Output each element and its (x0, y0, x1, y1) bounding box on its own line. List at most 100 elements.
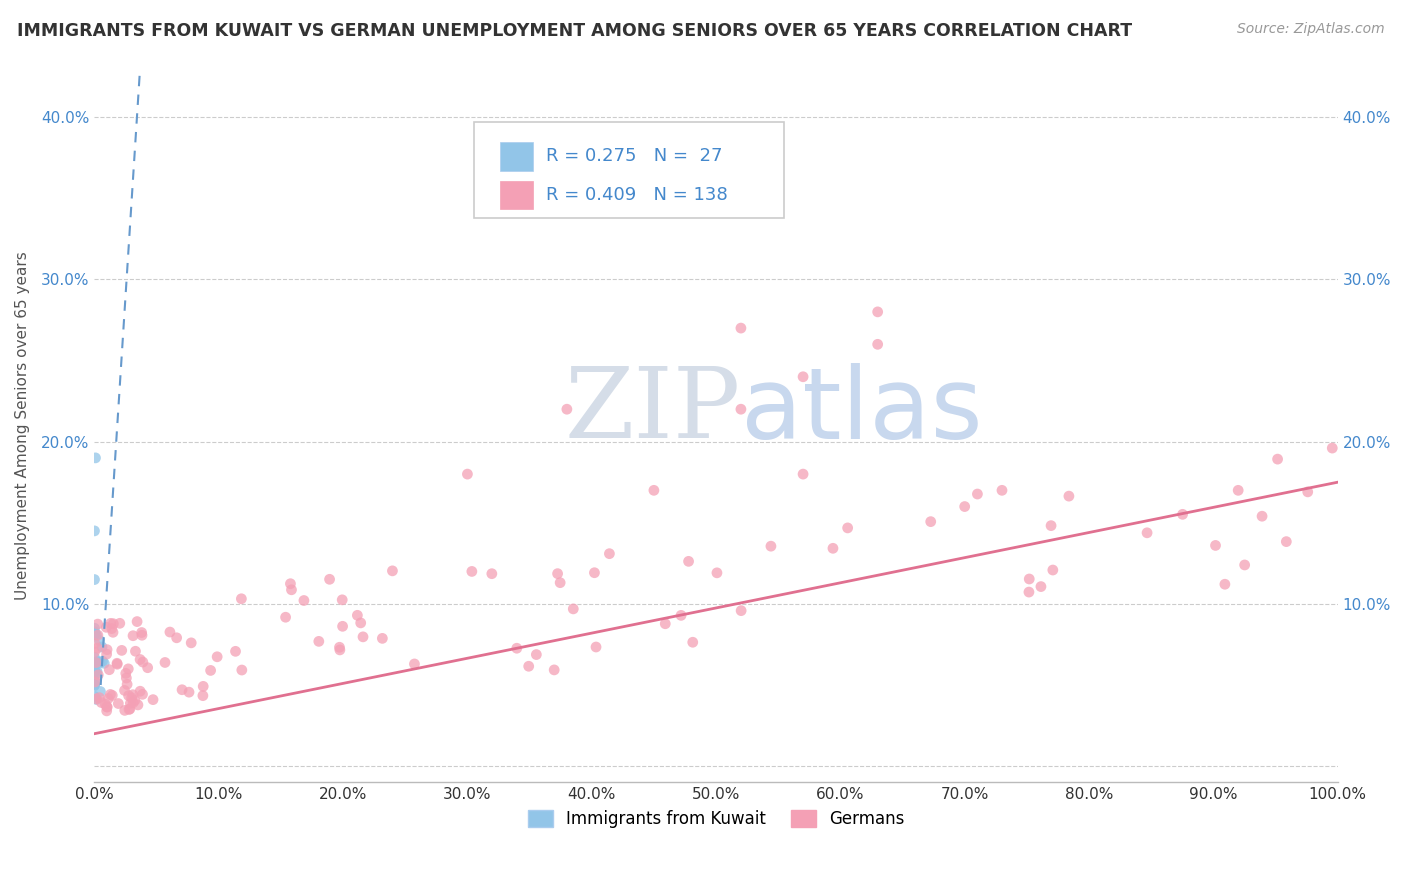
Point (86, 617, 108, 632)
Point (96, 647, 118, 661)
Text: R = 0.275   N =  27: R = 0.275 N = 27 (546, 147, 723, 165)
Point (121, 690, 143, 705)
Point (481, 566, 503, 581)
Point (1136, 525, 1159, 540)
Point (83, 656, 105, 670)
Point (127, 698, 149, 712)
Point (1018, 585, 1040, 599)
Point (87, 668, 110, 682)
Point (1322, 441, 1344, 455)
Point (83, 650, 105, 665)
Point (837, 521, 859, 535)
Point (200, 664, 222, 678)
Point (953, 500, 976, 514)
Point (328, 640, 350, 655)
Point (124, 644, 146, 658)
Point (132, 655, 155, 669)
Point (83, 645, 105, 659)
Point (89, 656, 111, 670)
Point (585, 640, 607, 654)
Point (332, 619, 354, 633)
Point (86, 641, 108, 656)
Point (100, 622, 122, 636)
Point (292, 593, 315, 607)
Point (108, 616, 131, 631)
Point (105, 657, 128, 671)
Point (117, 689, 139, 703)
Point (111, 643, 134, 657)
Point (107, 697, 129, 711)
Point (97, 691, 120, 706)
Point (280, 576, 302, 591)
Point (821, 541, 844, 556)
Point (93, 657, 115, 671)
Y-axis label: Unemployment Among Seniors over 65 years: Unemployment Among Seniors over 65 years (15, 251, 30, 599)
Point (991, 483, 1014, 498)
Point (170, 682, 193, 697)
Point (730, 402, 752, 417)
Point (114, 683, 136, 698)
Point (1251, 509, 1274, 524)
Point (84, 675, 107, 690)
Point (225, 644, 247, 658)
Point (308, 634, 330, 648)
Point (90, 696, 112, 710)
Point (730, 604, 752, 618)
Point (129, 652, 152, 666)
Point (517, 659, 540, 673)
Point (131, 628, 153, 642)
Point (101, 689, 124, 703)
Point (682, 635, 704, 649)
Point (83, 573, 105, 587)
Point (1275, 534, 1298, 549)
Point (1040, 518, 1063, 533)
Point (83, 673, 105, 688)
Point (346, 608, 368, 623)
Point (122, 629, 145, 643)
Point (1267, 452, 1289, 467)
Point (669, 608, 692, 623)
Point (654, 616, 676, 631)
Text: Source: ZipAtlas.com: Source: ZipAtlas.com (1237, 22, 1385, 37)
Point (84, 691, 107, 706)
Point (1171, 508, 1194, 522)
Point (131, 625, 153, 640)
Text: IMMIGRANTS FROM KUWAIT VS GERMAN UNEMPLOYMENT AMONG SENIORS OVER 65 YEARS CORREL: IMMIGRANTS FROM KUWAIT VS GERMAN UNEMPLO… (17, 22, 1132, 40)
Point (105, 657, 128, 672)
Point (606, 191, 628, 205)
Point (89, 684, 111, 698)
Point (118, 702, 141, 716)
Point (231, 663, 253, 677)
Point (866, 337, 889, 351)
Point (191, 689, 214, 703)
Point (84, 450, 107, 465)
Point (330, 592, 353, 607)
Point (792, 467, 814, 482)
Point (86, 655, 108, 669)
Point (86, 692, 108, 706)
Point (96, 700, 118, 714)
Point (96, 704, 118, 718)
Point (678, 554, 700, 568)
Point (136, 661, 159, 675)
FancyBboxPatch shape (499, 142, 533, 170)
Point (730, 321, 752, 335)
Point (101, 625, 124, 640)
Point (274, 610, 297, 624)
Point (96, 642, 118, 657)
Point (866, 305, 889, 319)
Point (547, 566, 569, 581)
Point (115, 677, 138, 691)
Point (1227, 483, 1250, 498)
Point (1205, 538, 1227, 552)
Point (100, 616, 122, 631)
Point (966, 487, 988, 501)
Point (177, 685, 200, 699)
Point (98, 688, 121, 702)
Point (89, 690, 111, 705)
Point (1296, 484, 1319, 499)
Point (89, 633, 111, 648)
Point (83, 624, 105, 639)
Point (583, 566, 606, 580)
Point (118, 702, 141, 716)
